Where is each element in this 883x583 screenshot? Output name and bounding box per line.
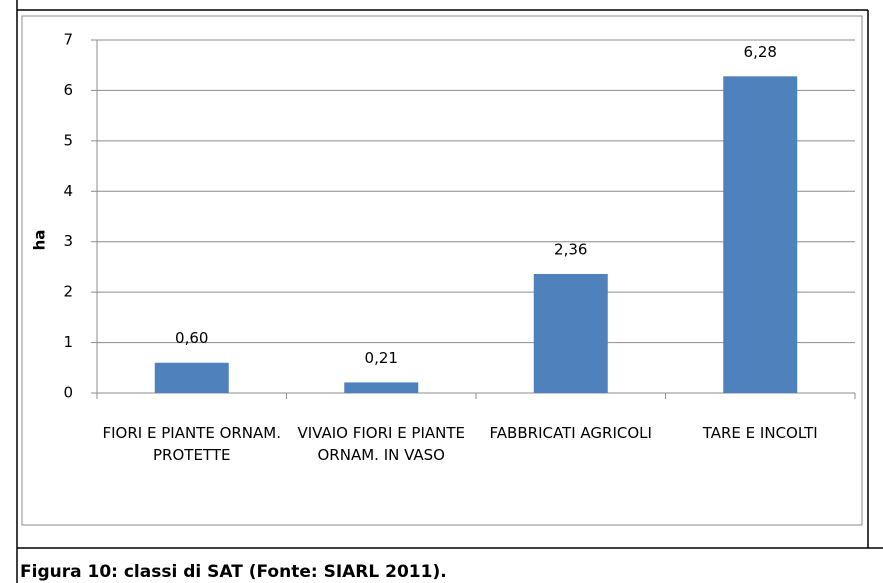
data-label: 0,21 [365,349,398,367]
y-tick-label: 3 [63,232,73,250]
y-tick-label: 0 [63,384,73,402]
bar [723,76,798,394]
data-label: 2,36 [554,240,587,258]
chart-border [21,15,863,526]
x-tick-label: VIVAIO FIORI E PIANTE ORNAM. IN VASO [297,424,465,464]
y-tick-label: 2 [63,283,73,301]
x-tick-label: TARE E INCOLTI [702,424,818,442]
y-tick-label: 7 [63,31,73,49]
y-tick-label: 1 [63,333,73,351]
bar [154,362,229,393]
bar [344,382,419,393]
y-tick-label: 5 [63,131,73,149]
caption: Figura 10: classi di SAT (Fonte: SIARL 2… [20,562,447,582]
data-label: 6,28 [744,43,777,61]
bar [533,273,608,393]
y-axis-label: ha [31,230,49,251]
y-tick-label: 4 [63,182,73,200]
y-tick-label: 6 [63,81,73,99]
data-label: 0,60 [175,329,208,347]
x-tick-label: FIORI E PIANTE ORNAM. PROTETTE [103,424,282,464]
x-tick-label: FABBRICATI AGRICOLI [490,424,652,442]
